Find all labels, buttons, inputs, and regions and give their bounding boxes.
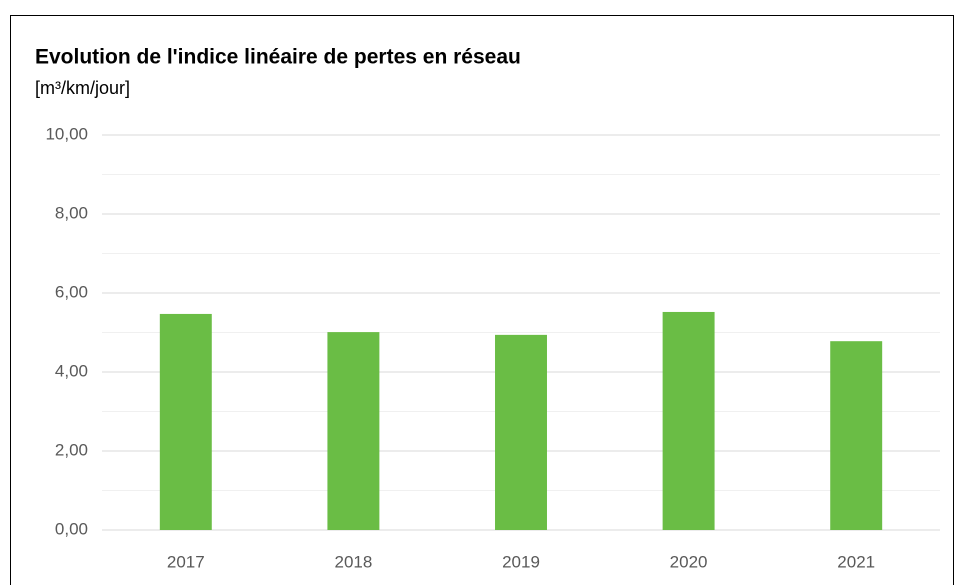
bar [662,311,715,530]
x-tick-label: 2017 [167,552,205,571]
y-tick-label: 8,00 [55,203,88,222]
y-tick-label: 4,00 [55,361,88,380]
x-tick-label: 2020 [670,552,708,571]
y-tick-label: 10,00 [45,124,88,143]
bar [495,334,547,530]
bar [327,332,380,530]
bar [159,313,212,530]
chart-subtitle: [m³/km/jour] [35,78,130,98]
x-tick-label: 2021 [837,552,875,571]
x-tick-label: 2019 [502,552,540,571]
y-tick-label: 0,00 [55,519,88,538]
y-tick-label: 6,00 [55,282,88,301]
chart-frame [10,15,954,585]
chart-title: Evolution de l'indice linéaire de pertes… [35,46,521,69]
x-tick-label: 2018 [334,552,372,571]
y-tick-label: 2,00 [55,440,88,459]
bar [830,341,883,530]
